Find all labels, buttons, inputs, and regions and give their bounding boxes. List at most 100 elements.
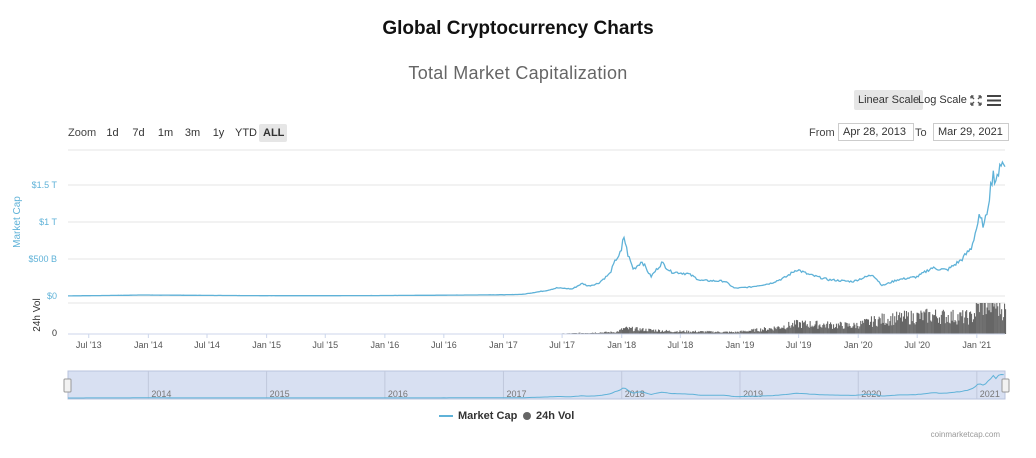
volume-bar	[888, 325, 890, 334]
volume-bar	[751, 329, 753, 334]
volume-bar	[697, 331, 699, 334]
volume-bar	[997, 306, 999, 334]
volume-bar	[785, 329, 787, 334]
volume-bars	[546, 303, 1007, 334]
volume-bar	[677, 332, 679, 334]
chart-title: Total Market Capitalization	[408, 63, 628, 83]
volume-bar	[990, 312, 992, 334]
volume-bar	[623, 328, 625, 334]
volume-bar	[651, 330, 653, 334]
volume-bar	[618, 331, 620, 334]
volume-bar	[640, 330, 642, 334]
volume-bar	[831, 324, 833, 334]
volume-bar	[724, 331, 726, 334]
to-date-input[interactable]	[933, 123, 1009, 141]
volume-bar	[637, 330, 639, 334]
volume-bar	[903, 310, 905, 334]
volume-bar	[991, 303, 993, 334]
volume-bar	[955, 321, 957, 334]
volume-bar	[957, 314, 959, 334]
volume-bar	[984, 303, 986, 334]
x-tick-label: Jul '20	[904, 340, 930, 350]
to-label: To	[915, 127, 927, 139]
zoom-7d-button[interactable]: 7d	[132, 127, 145, 139]
hamburger-menu-icon[interactable]	[985, 90, 1003, 110]
volume-bar	[836, 328, 838, 334]
volume-bar	[860, 320, 862, 334]
volume-bar	[755, 328, 757, 334]
legend-item-24h-vol[interactable]: 24h Vol	[523, 406, 574, 426]
navigator[interactable]: 2014 2015 2016 2017 2018 2019 2020 2021	[63, 370, 1010, 400]
navigator-handle-left[interactable]	[63, 378, 72, 393]
volume-bar	[694, 331, 696, 334]
zoom-1y-button[interactable]: 1y	[212, 127, 225, 139]
volume-bar	[841, 326, 843, 334]
zoom-1d-button[interactable]: 1d	[106, 127, 119, 139]
volume-bar	[713, 332, 715, 334]
expand-icon[interactable]	[967, 90, 985, 110]
volume-bar	[709, 331, 711, 334]
volume-bar	[886, 323, 888, 334]
zoom-all-button[interactable]: ALL	[259, 124, 287, 142]
navigator-mask[interactable]	[67, 370, 1006, 400]
volume-bar	[646, 331, 648, 334]
zoom-ytd-button[interactable]: YTD	[235, 127, 257, 139]
navigator-year-label: 2018	[625, 389, 645, 399]
linear-scale-button[interactable]: Linear Scale	[854, 90, 924, 110]
volume-bar	[706, 330, 708, 334]
navigator-year-label: 2019	[743, 389, 763, 399]
zoom-1m-button[interactable]: 1m	[157, 127, 174, 139]
volume-bar	[846, 323, 848, 334]
volume-bar	[791, 325, 793, 334]
volume-bar	[803, 322, 805, 334]
volume-bar	[826, 323, 828, 334]
volume-bar	[981, 303, 983, 334]
volume-bar	[904, 318, 906, 334]
volume-bar	[880, 323, 882, 334]
volume-bar	[701, 331, 703, 334]
volume-bar	[883, 313, 885, 334]
volume-bar	[673, 332, 675, 334]
volume-bar	[930, 320, 932, 334]
volume-bar	[779, 328, 781, 334]
volume-bar	[912, 313, 914, 334]
x-tick-label: Jul '15	[312, 340, 338, 350]
volume-bar	[813, 325, 815, 334]
volume-bar	[768, 328, 770, 334]
volume-bar	[710, 331, 712, 334]
volume-bar	[899, 312, 901, 334]
volume-bar	[693, 331, 695, 334]
volume-bar	[615, 332, 617, 334]
legend-item-market-cap[interactable]: Market Cap	[439, 406, 517, 426]
log-scale-button[interactable]: Log Scale	[918, 94, 967, 106]
volume-bar	[914, 324, 916, 334]
volume-bar	[750, 330, 752, 334]
volume-bar	[969, 312, 971, 334]
zoom-3m-button[interactable]: 3m	[184, 127, 201, 139]
x-tick-label: Jul '16	[431, 340, 457, 350]
volume-bar	[702, 331, 704, 334]
volume-bar	[657, 331, 659, 334]
volume-bar	[986, 307, 988, 334]
volume-bar	[700, 331, 702, 334]
volume-bar	[765, 330, 767, 334]
volume-bar	[630, 328, 632, 334]
volume-bar	[606, 332, 608, 334]
volume-bar	[653, 329, 655, 334]
volume-bar	[722, 332, 724, 334]
volume-bar	[849, 326, 851, 334]
volume-bar	[996, 303, 998, 334]
navigator-handle-right[interactable]	[1001, 378, 1010, 393]
credits-link[interactable]: coinmarketcap.com	[930, 430, 1000, 439]
volume-bar	[721, 332, 723, 334]
volume-bar	[807, 326, 809, 334]
volume-bar	[889, 321, 891, 334]
volume-bar	[892, 313, 894, 334]
volume-bar	[608, 332, 610, 334]
x-tick-label: Jul '18	[667, 340, 693, 350]
volume-bar	[945, 317, 947, 334]
volume-bar	[882, 322, 884, 334]
from-date-input[interactable]	[838, 123, 914, 141]
volume-bar	[696, 332, 698, 334]
volume-bar	[862, 320, 864, 334]
